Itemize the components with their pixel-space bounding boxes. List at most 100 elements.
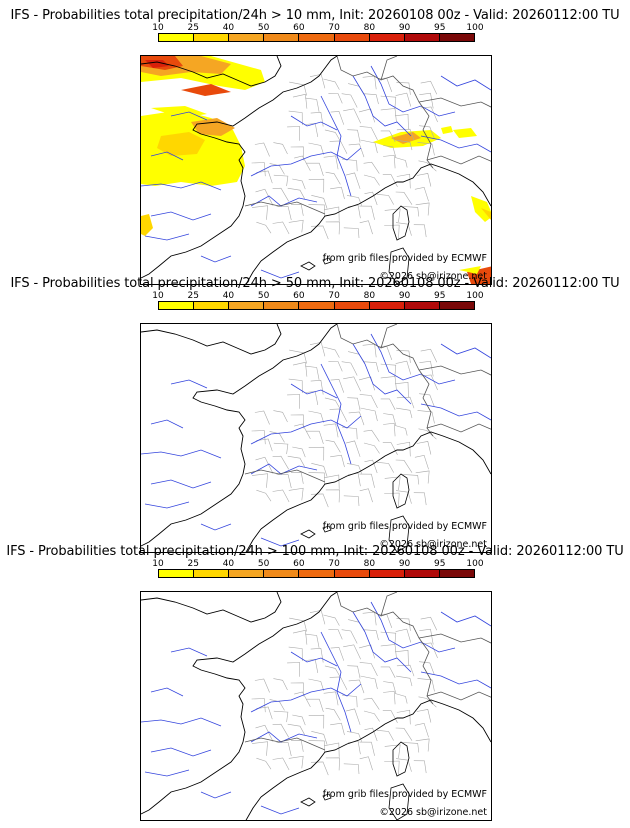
admin-boundary	[341, 93, 358, 108]
admin-boundary	[380, 108, 397, 122]
admin-boundary	[419, 360, 434, 377]
island-outline	[388, 515, 410, 552]
colorbar-tick-label: 40	[222, 559, 235, 569]
admin-boundary	[383, 681, 397, 694]
admin-boundary	[341, 158, 358, 172]
admin-boundary	[305, 97, 320, 112]
colorbar-tick-label: 50	[257, 23, 270, 33]
coastline	[141, 324, 282, 355]
river-line	[150, 151, 184, 161]
admin-boundary	[414, 186, 429, 202]
colorbar-tick-labels: 10 25 40 50 60 70 80 90 95 100	[152, 559, 483, 569]
admin-boundary	[292, 446, 306, 458]
colorbar-tick-label: 100	[466, 559, 484, 569]
admin-boundary	[255, 188, 274, 206]
admin-boundary	[276, 742, 292, 757]
admin-boundary	[306, 430, 324, 444]
admin-boundary	[272, 489, 290, 503]
admin-boundary	[276, 474, 292, 489]
colorbar-tick-label: 60	[293, 291, 305, 301]
river-line	[170, 379, 208, 389]
admin-boundary	[362, 75, 377, 90]
probability-map: from grib files provided by ECMWF ©2026 s…	[140, 591, 492, 821]
admin-boundary	[323, 155, 339, 170]
colorbar-swatch	[194, 34, 230, 41]
admin-boundary	[343, 763, 360, 775]
river-line	[352, 343, 412, 405]
admin-boundary	[305, 123, 319, 137]
river-line	[440, 75, 491, 91]
colorbar-swatch	[334, 302, 370, 309]
precipitation-probability-area	[157, 132, 205, 156]
admin-boundary	[290, 146, 304, 161]
river-line	[320, 363, 352, 465]
admin-boundary	[305, 365, 320, 380]
admin-boundary	[289, 617, 307, 632]
admin-boundary	[383, 413, 397, 426]
admin-boundary	[341, 694, 358, 708]
admin-boundary	[418, 160, 437, 172]
admin-boundary	[394, 113, 409, 130]
admin-boundary	[323, 691, 339, 706]
river-line	[250, 195, 318, 207]
colorbar-swatch	[369, 570, 405, 577]
admin-boundary	[288, 378, 303, 394]
country-border	[336, 324, 434, 437]
admin-boundary	[360, 139, 378, 154]
admin-boundary	[348, 679, 365, 694]
colorbar-swatch	[439, 302, 474, 309]
admin-boundary	[311, 463, 328, 477]
colorbar-tick-label: 100	[466, 291, 484, 301]
river-line	[370, 65, 456, 117]
admin-boundary	[288, 487, 304, 501]
colorbar-tick-labels: 10 25 40 50 60 70 80 90 95 100	[152, 291, 483, 301]
forecast-panel-10mm: IFS - Probabilities total precipitation/…	[0, 8, 630, 285]
colorbar-swatch	[299, 302, 335, 309]
river-line	[420, 135, 491, 153]
admin-boundary	[396, 173, 411, 189]
admin-boundary	[415, 738, 430, 752]
admin-boundary	[377, 613, 393, 629]
admin-boundary	[343, 227, 360, 239]
admin-boundary	[269, 699, 285, 711]
river-line	[141, 717, 222, 727]
admin-boundary	[341, 426, 358, 440]
admin-boundary	[256, 706, 273, 720]
admin-boundary	[341, 361, 358, 376]
admin-boundary	[287, 662, 301, 677]
admin-boundary	[395, 628, 412, 643]
country-border	[426, 155, 491, 165]
colorbar-tick-labels: 10 25 40 50 60 70 80 90 95 100	[152, 23, 483, 33]
admin-boundary	[290, 471, 304, 484]
colorbar-swatch	[159, 34, 195, 41]
island-outline	[392, 473, 410, 509]
river-line	[150, 687, 184, 697]
coastline	[245, 163, 491, 284]
admin-boundary	[294, 155, 311, 172]
admin-boundary	[359, 488, 373, 503]
river-line	[352, 75, 412, 137]
admin-boundary	[347, 665, 361, 679]
river-line	[260, 537, 300, 547]
colorbar-tick-label: 25	[187, 291, 199, 301]
colorbar-tick-label: 90	[398, 291, 411, 301]
admin-boundary	[395, 758, 412, 772]
river-line	[250, 415, 362, 445]
admin-boundary	[325, 707, 341, 721]
colorbar-tick-label: 25	[187, 559, 199, 569]
admin-boundary	[256, 170, 273, 184]
admin-boundary	[305, 633, 320, 648]
admin-boundary	[272, 723, 289, 738]
river-line	[141, 181, 222, 191]
river-line	[260, 269, 300, 279]
colorbar-swatch	[264, 302, 300, 309]
river-line	[250, 683, 362, 713]
admin-boundary	[288, 755, 304, 769]
admin-boundary	[310, 225, 329, 240]
country-border	[336, 592, 434, 705]
island-outline	[392, 205, 410, 241]
admin-boundary	[363, 710, 380, 722]
admin-boundary	[323, 614, 340, 626]
admin-boundary	[290, 739, 304, 752]
admin-boundary	[383, 145, 397, 158]
